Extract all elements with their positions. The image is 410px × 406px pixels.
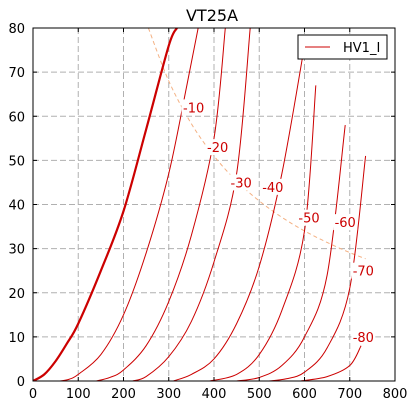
y-tick-label: 80	[8, 22, 25, 37]
y-tick-label: 70	[8, 66, 25, 81]
y-tick-label: 50	[8, 154, 25, 169]
y-tick-label: 60	[8, 110, 25, 125]
x-tick-label: 500	[247, 387, 272, 402]
curve-label: -80	[353, 331, 374, 346]
curve-label: -20	[207, 141, 228, 156]
curve-labels: -10 -20 -30 -40 -50 -60 -70 -80	[181, 99, 376, 346]
x-tick-label: 0	[29, 387, 37, 402]
curve-label-bg	[181, 99, 206, 116]
curve-label-bg	[205, 139, 230, 156]
x-tick-label: 700	[337, 387, 362, 402]
legend: HV1_I	[297, 34, 388, 60]
y-tick-label: 40	[8, 199, 25, 214]
x-tick-label: 400	[202, 387, 227, 402]
series-line-minus50	[209, 85, 317, 381]
series-line-minus70	[268, 155, 367, 381]
series-line-minus80	[299, 345, 362, 381]
curve-label-bg	[229, 174, 254, 191]
x-tick-label: 100	[66, 387, 91, 402]
x-tick-label: 600	[292, 387, 317, 402]
plate-curves	[33, 28, 367, 381]
x-tick-label: 300	[156, 387, 181, 402]
chart-title: VT25A	[186, 6, 238, 25]
legend-label: HV1_I	[343, 41, 380, 56]
series-line-minus40	[173, 45, 305, 381]
curve-label: -70	[353, 265, 374, 280]
y-tick-label: 10	[8, 331, 25, 346]
x-tick-label: 800	[383, 387, 408, 402]
x-axis-ticks: 0 100 200 300 400 500 600 700 800	[29, 28, 408, 402]
curve-label-bg	[333, 214, 358, 231]
series-line-minus30	[132, 28, 251, 381]
curve-label: -60	[335, 216, 356, 231]
series-line-minus20	[96, 28, 226, 381]
curve-label-bg	[260, 178, 285, 195]
curve-label: -10	[183, 101, 204, 116]
curve-label: -50	[298, 212, 319, 227]
curve-label-bg	[351, 328, 376, 345]
curve-label: -40	[262, 181, 283, 196]
y-tick-label: 30	[8, 243, 25, 258]
curve-label-bg	[297, 209, 322, 226]
y-tick-label: 20	[8, 287, 25, 302]
curve-label: -30	[231, 176, 252, 191]
series-line-0	[33, 28, 178, 381]
curve-label-bg	[351, 262, 376, 279]
x-tick-label: 200	[111, 387, 136, 402]
y-tick-label: 0	[17, 375, 25, 390]
y-axis-ticks: 0 10 20 30 40 50 60 70 80	[8, 22, 395, 390]
